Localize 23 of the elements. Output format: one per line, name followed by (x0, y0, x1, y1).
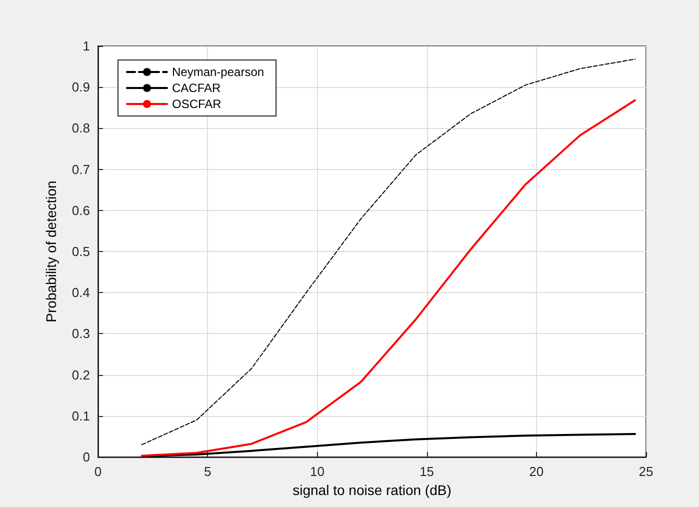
x-tick-label: 0 (94, 464, 102, 479)
line-series (140, 432, 636, 458)
legend-label: CACFAR (172, 81, 222, 95)
y-tick-label: 0.6 (72, 202, 90, 218)
legend-label: OSCFAR (172, 97, 222, 111)
y-axis-title: Probability of detection (43, 180, 59, 322)
y-tick-label: 0.5 (72, 244, 90, 259)
y-tick-label: 0 (82, 450, 90, 464)
x-tick-label: 15 (420, 464, 434, 479)
y-tick-label: 0.2 (72, 367, 90, 382)
y-tick-label: 0.4 (72, 285, 90, 300)
y-tick-label: 0.8 (72, 120, 90, 136)
x-tick-label: 10 (310, 464, 324, 479)
x-tick-label: 20 (529, 464, 544, 479)
x-tick-label: 25 (638, 464, 654, 479)
x-axis-title: signal to noise ration (dB) (292, 482, 452, 498)
y-tick-label: 0.7 (72, 162, 90, 177)
y-tick-label: 0.9 (72, 80, 90, 95)
y-tick-label: 0.1 (72, 408, 90, 424)
y-tick-label: 1 (82, 38, 90, 54)
legend-label: Neyman-pearson (172, 65, 264, 79)
x-tick-label: 5 (204, 464, 212, 479)
y-tick-label: 0.3 (72, 326, 90, 342)
